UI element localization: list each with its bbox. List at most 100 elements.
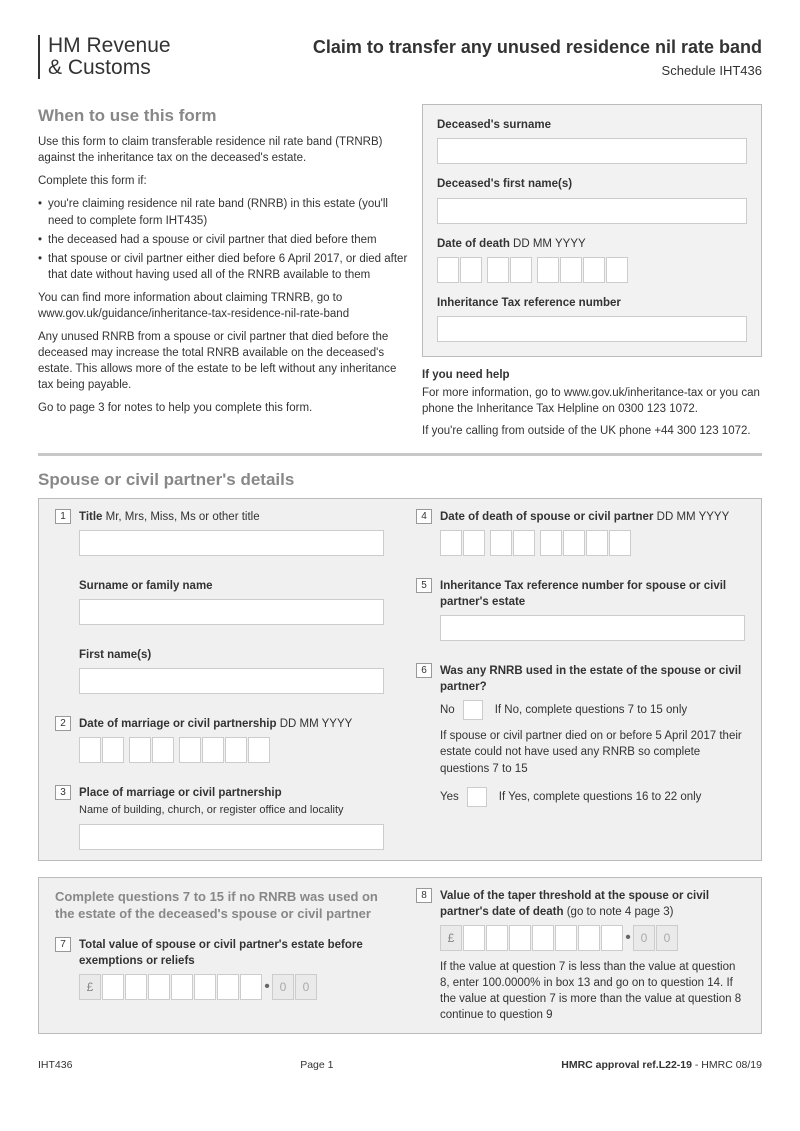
- date-cell[interactable]: [460, 257, 482, 283]
- footer-left: IHT436: [38, 1058, 72, 1073]
- q6-yes-text: If Yes, complete questions 16 to 22 only: [499, 789, 702, 805]
- date-cell[interactable]: [79, 737, 101, 763]
- q3-label: Place of marriage or civil partnership: [79, 785, 384, 801]
- q8-after-text: If the value at question 7 is less than …: [440, 959, 745, 1023]
- q-firstname: First name(s): [55, 647, 384, 706]
- footer-right-bold: HMRC approval ref.L22-19: [561, 1059, 692, 1071]
- currency-cell[interactable]: [601, 925, 623, 951]
- q1-label-text: Title: [79, 511, 102, 523]
- spouse-firstname-input[interactable]: [79, 668, 384, 694]
- q4-hint: DD MM YYYY: [657, 511, 730, 523]
- place-input[interactable]: [79, 824, 384, 850]
- date-cell[interactable]: [606, 257, 628, 283]
- currency-cell[interactable]: [171, 974, 193, 1000]
- footer-right: HMRC approval ref.L22-19 - HMRC 08/19: [561, 1058, 762, 1073]
- surname-input[interactable]: [437, 138, 747, 164]
- spouse-dod-row: [440, 530, 745, 556]
- q-firstname-label: First name(s): [79, 647, 384, 663]
- spouse-iht-input[interactable]: [440, 615, 745, 641]
- intro-bullet: the deceased had a spouse or civil partn…: [38, 232, 408, 248]
- title-input[interactable]: [79, 530, 384, 556]
- currency-cell[interactable]: [555, 925, 577, 951]
- date-cell[interactable]: [152, 737, 174, 763]
- q-number: 6: [416, 663, 432, 678]
- currency-dot: •: [624, 928, 632, 948]
- q-surname: Surname or family name: [55, 578, 384, 637]
- marriage-date-row: [79, 737, 384, 763]
- date-cell[interactable]: [440, 530, 462, 556]
- dod-label-text: Date of death: [437, 238, 510, 250]
- yes-checkbox[interactable]: [467, 787, 487, 807]
- hmrc-logo: HM Revenue & Customs: [38, 35, 171, 79]
- currency-cell[interactable]: [217, 974, 239, 1000]
- dod-label: Date of death DD MM YYYY: [437, 236, 747, 252]
- q6-yes-label: Yes: [440, 789, 459, 805]
- footer-center: Page 1: [72, 1058, 561, 1073]
- date-cell[interactable]: [490, 530, 512, 556]
- date-cell[interactable]: [437, 257, 459, 283]
- questions-7-8-box: Complete questions 7 to 15 if no RNRB wa…: [38, 877, 762, 1035]
- title-block: Claim to transfer any unused residence n…: [313, 35, 762, 80]
- currency-dot: •: [263, 977, 271, 997]
- q4: 4 Date of death of spouse or civil partn…: [416, 509, 745, 568]
- currency-symbol: £: [440, 925, 462, 951]
- date-cell[interactable]: [510, 257, 532, 283]
- intro-p1: Use this form to claim transferable resi…: [38, 134, 408, 166]
- date-cell[interactable]: [513, 530, 535, 556]
- logo-text: HM Revenue & Customs: [48, 35, 171, 79]
- q-number: 4: [416, 509, 432, 524]
- q7-label: Total value of spouse or civil partner's…: [79, 937, 384, 969]
- iht-input[interactable]: [437, 316, 747, 342]
- firstname-input[interactable]: [437, 198, 747, 224]
- spouse-surname-input[interactable]: [79, 599, 384, 625]
- q6-label: Was any RNRB used in the estate of the s…: [440, 663, 745, 695]
- currency-cell[interactable]: [578, 925, 600, 951]
- currency-cell[interactable]: [463, 925, 485, 951]
- date-cell[interactable]: [609, 530, 631, 556]
- date-cell[interactable]: [463, 530, 485, 556]
- date-cell[interactable]: [583, 257, 605, 283]
- date-cell[interactable]: [129, 737, 151, 763]
- intro-p3: You can find more information about clai…: [38, 290, 408, 322]
- date-cell[interactable]: [586, 530, 608, 556]
- q3-sub: Name of building, church, or register of…: [79, 803, 384, 818]
- footer-right-plain: - HMRC 08/19: [692, 1059, 762, 1071]
- date-cell[interactable]: [537, 257, 559, 283]
- currency-cell[interactable]: [240, 974, 262, 1000]
- date-cell[interactable]: [560, 257, 582, 283]
- dod-input-row: [437, 257, 747, 283]
- help-p2: If you're calling from outside of the UK…: [422, 423, 762, 439]
- section2-heading: Spouse or civil partner's details: [38, 468, 762, 492]
- currency-cell[interactable]: [194, 974, 216, 1000]
- date-cell[interactable]: [540, 530, 562, 556]
- logo-bar: [38, 35, 40, 79]
- box2-heading: Complete questions 7 to 15 if no RNRB wa…: [55, 888, 384, 923]
- currency-cell[interactable]: [148, 974, 170, 1000]
- q6-mid-text: If spouse or civil partner died on or be…: [440, 728, 745, 776]
- q8-col: 8 Value of the taper threshold at the sp…: [400, 888, 761, 1024]
- currency-cell[interactable]: [509, 925, 531, 951]
- intro-bullets: you're claiming residence nil rate band …: [38, 196, 408, 282]
- q-number: 8: [416, 888, 432, 903]
- currency-cell[interactable]: [125, 974, 147, 1000]
- q2-hint: DD MM YYYY: [280, 718, 353, 730]
- currency-cell[interactable]: [486, 925, 508, 951]
- date-cell[interactable]: [487, 257, 509, 283]
- date-cell[interactable]: [179, 737, 201, 763]
- q5-label: Inheritance Tax reference number for spo…: [440, 578, 745, 610]
- help-block: If you need help For more information, g…: [422, 367, 762, 439]
- date-cell[interactable]: [248, 737, 270, 763]
- currency-dec: 0: [633, 925, 655, 951]
- surname-label: Deceased's surname: [437, 117, 747, 133]
- firstname-label: Deceased's first name(s): [437, 176, 747, 192]
- date-cell[interactable]: [102, 737, 124, 763]
- q1: 1 Title Mr, Mrs, Miss, Ms or other title: [55, 509, 384, 568]
- q-number: 2: [55, 716, 71, 731]
- currency-cell[interactable]: [532, 925, 554, 951]
- currency-cell[interactable]: [102, 974, 124, 1000]
- date-cell[interactable]: [563, 530, 585, 556]
- date-cell[interactable]: [202, 737, 224, 763]
- date-cell[interactable]: [225, 737, 247, 763]
- q-number: 7: [55, 937, 71, 952]
- no-checkbox[interactable]: [463, 700, 483, 720]
